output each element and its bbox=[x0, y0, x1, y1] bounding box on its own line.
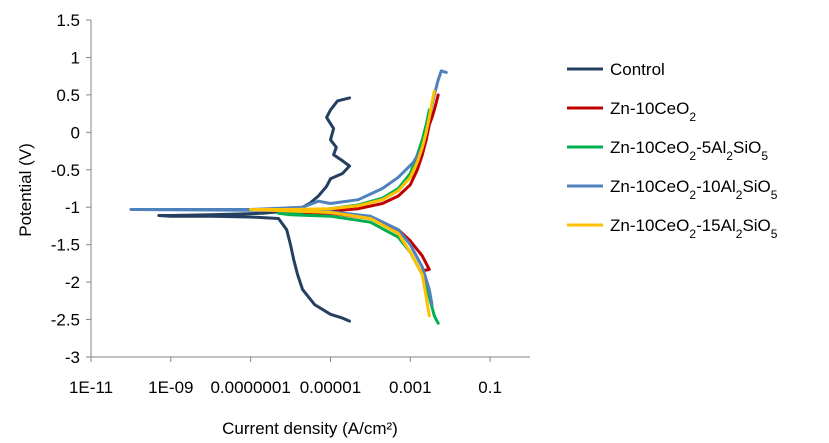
y-tick-label: 1 bbox=[71, 48, 80, 67]
y-tick-label: 0 bbox=[71, 123, 80, 142]
x-tick-label: 0.1 bbox=[478, 378, 502, 397]
y-axis-title: Potential (V) bbox=[16, 143, 35, 237]
x-tick-labels: 1E-11 1E-09 0.0000001 0.00001 0.001 0.1 bbox=[69, 357, 502, 397]
y-tick-label: -2 bbox=[65, 273, 80, 292]
x-tick-label: 1E-11 bbox=[69, 378, 113, 397]
legend-label: Control bbox=[610, 60, 665, 79]
series-lines bbox=[129, 69, 448, 325]
legend-label: Zn-10CeO2-5Al2SiO5 bbox=[610, 138, 768, 163]
legend: Control Zn-10CeO2 Zn-10CeO2-5Al2SiO5 Zn-10C… bbox=[567, 60, 778, 241]
y-tick-labels: 1.5 1 0.5 0 -0.5 -1 -1.5 -2 -2.5 -3 bbox=[51, 11, 91, 367]
x-tick-label: 0.00001 bbox=[300, 378, 361, 397]
y-tick-label: -1.5 bbox=[51, 236, 80, 255]
series-line-2 bbox=[277, 93, 440, 273]
y-tick-label: -0.5 bbox=[51, 161, 80, 180]
y-tick-label: -3 bbox=[65, 348, 80, 367]
legend-label: Zn-10CeO2-10Al2SiO5 bbox=[610, 177, 778, 202]
legend-label: Zn-10CeO2-15Al2SiO5 bbox=[610, 216, 778, 241]
x-axis-title: Current density (A/cm²) bbox=[222, 419, 398, 438]
y-tick-label: -1 bbox=[65, 198, 80, 217]
y-tick-label: 0.5 bbox=[56, 86, 80, 105]
series-line-5 bbox=[249, 89, 436, 318]
x-tick-label: 0.0000001 bbox=[210, 378, 290, 397]
legend-label: Zn-10CeO2 bbox=[610, 99, 696, 124]
series-line-1 bbox=[157, 96, 351, 323]
x-tick-label: 1E-09 bbox=[148, 378, 193, 397]
y-tick-label: -2.5 bbox=[51, 311, 80, 330]
axes bbox=[90, 20, 530, 358]
x-tick-label: 0.001 bbox=[389, 378, 432, 397]
y-tick-label: 1.5 bbox=[56, 11, 80, 30]
